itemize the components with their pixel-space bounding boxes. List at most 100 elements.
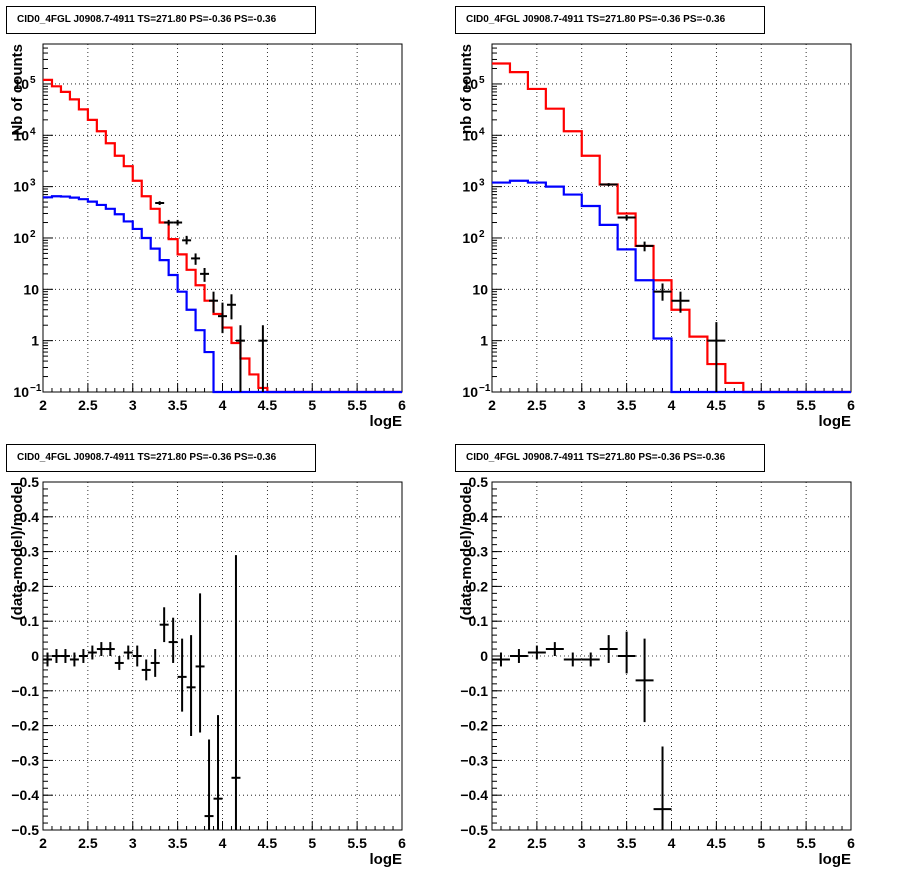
counts-panel-right: CID0_4FGL J0908.7-4911 TS=271.80 PS=-0.3… bbox=[449, 0, 898, 437]
y-tick-label: 0.2 bbox=[469, 578, 489, 594]
counts-panel-left: CID0_4FGL J0908.7-4911 TS=271.80 PS=-0.3… bbox=[0, 0, 449, 437]
x-tick-label: 4 bbox=[668, 397, 676, 413]
y-tick-label: 10 bbox=[13, 127, 29, 143]
x-tick-label: 2.5 bbox=[78, 397, 98, 413]
x-tick-label: 2 bbox=[39, 835, 47, 851]
y-axis-label: (data-model)/model bbox=[458, 482, 475, 620]
x-tick-label: 6 bbox=[398, 397, 406, 413]
x-tick-label: 2.5 bbox=[527, 397, 547, 413]
x-tick-label: 3 bbox=[578, 397, 586, 413]
total-model-histogram bbox=[43, 78, 402, 394]
x-tick-label: 6 bbox=[398, 835, 406, 851]
x-tick-label: 5 bbox=[308, 397, 316, 413]
y-tick-exponent: 3 bbox=[479, 178, 485, 189]
y-tick-label: −0.4 bbox=[460, 787, 488, 803]
y-axis-label: nb of counts bbox=[458, 44, 475, 134]
x-tick-label: 3 bbox=[578, 835, 586, 851]
y-tick-label: 10 bbox=[13, 384, 29, 400]
x-tick-label: 5.5 bbox=[796, 835, 816, 851]
y-tick-exponent: 5 bbox=[479, 75, 485, 86]
y-tick-label: −0.2 bbox=[460, 718, 488, 734]
panel-title: CID0_4FGL J0908.7-4911 TS=271.80 PS=-0.3… bbox=[6, 444, 316, 472]
x-tick-label: 5.5 bbox=[796, 397, 816, 413]
y-tick-label: −0.1 bbox=[460, 683, 488, 699]
residual-plot: 2 2.5 3 3.5 4 4.5 5 5.5 6 −0.5 −0.4 −0.3 −0.2 −0.1 0 0.… bbox=[9, 474, 406, 868]
y-tick-label: 10 bbox=[462, 230, 478, 246]
y-tick-label: 10 bbox=[462, 76, 478, 92]
y-tick-label: 0.4 bbox=[20, 509, 40, 525]
x-tick-label: 5 bbox=[757, 835, 765, 851]
y-tick-label: 10 bbox=[462, 127, 478, 143]
x-tick-label: 5.5 bbox=[347, 835, 367, 851]
y-tick-label: 10 bbox=[472, 281, 488, 297]
panel-title: CID0_4FGL J0908.7-4911 TS=271.80 PS=-0.3… bbox=[6, 6, 316, 34]
panel-title: CID0_4FGL J0908.7-4911 TS=271.80 PS=-0.3… bbox=[455, 444, 765, 472]
y-axis-label: Nb of counts bbox=[9, 44, 26, 136]
component-model-histogram bbox=[492, 179, 851, 394]
y-tick-label: 0.4 bbox=[469, 509, 489, 525]
y-tick-exponent: −1 bbox=[479, 383, 491, 394]
y-tick-exponent: 3 bbox=[30, 178, 36, 189]
x-tick-label: 2.5 bbox=[527, 835, 547, 851]
y-tick-label: −0.5 bbox=[460, 822, 488, 838]
x-tick-label: 2 bbox=[488, 835, 496, 851]
x-tick-label: 2.5 bbox=[78, 835, 98, 851]
y-tick-label: 1 bbox=[31, 333, 39, 349]
residual-panel-left: CID0_4FGL J0908.7-4911 TS=271.80 PS=-0.3… bbox=[0, 438, 449, 875]
component-model-histogram bbox=[43, 195, 402, 394]
y-tick-label: 0.1 bbox=[469, 613, 489, 629]
y-tick-label: 0.5 bbox=[20, 474, 40, 490]
y-tick-label: 0.3 bbox=[20, 544, 40, 560]
y-tick-label: 10 bbox=[13, 76, 29, 92]
x-axis-label: logE bbox=[819, 413, 852, 430]
x-axis-label: logE bbox=[819, 851, 852, 868]
y-tick-exponent: 2 bbox=[479, 229, 485, 240]
x-tick-label: 3.5 bbox=[168, 397, 188, 413]
y-tick-label: −0.1 bbox=[11, 683, 39, 699]
y-tick-label: −0.5 bbox=[11, 822, 39, 838]
y-tick-label: 10 bbox=[462, 384, 478, 400]
x-tick-label: 4 bbox=[219, 397, 227, 413]
x-tick-label: 6 bbox=[847, 835, 855, 851]
x-tick-label: 2 bbox=[39, 397, 47, 413]
y-axis-label: (data-model)/model bbox=[9, 482, 26, 620]
panel-title: CID0_4FGL J0908.7-4911 TS=271.80 PS=-0.3… bbox=[455, 6, 765, 34]
y-tick-label: 0.5 bbox=[469, 474, 489, 490]
x-tick-label: 2 bbox=[488, 397, 496, 413]
x-tick-label: 3 bbox=[129, 835, 137, 851]
y-tick-label: −0.2 bbox=[11, 718, 39, 734]
y-tick-label: −0.4 bbox=[11, 787, 39, 803]
y-tick-label: −0.3 bbox=[11, 752, 39, 768]
x-tick-label: 4.5 bbox=[707, 397, 727, 413]
x-tick-label: 4.5 bbox=[258, 397, 278, 413]
x-tick-label: 6 bbox=[847, 397, 855, 413]
x-tick-label: 4 bbox=[668, 835, 676, 851]
y-tick-label: 0.1 bbox=[20, 613, 40, 629]
y-tick-exponent: 5 bbox=[30, 75, 36, 86]
x-axis-label: logE bbox=[370, 413, 403, 430]
y-tick-label: 0 bbox=[31, 648, 39, 664]
x-tick-label: 3.5 bbox=[617, 835, 637, 851]
x-axis-label: logE bbox=[370, 851, 403, 868]
y-tick-exponent: 2 bbox=[30, 229, 36, 240]
y-tick-label: 0 bbox=[480, 648, 488, 664]
y-tick-label: 10 bbox=[462, 179, 478, 195]
y-tick-exponent: 4 bbox=[30, 126, 36, 137]
y-tick-label: 0.3 bbox=[469, 544, 489, 560]
x-tick-label: 4 bbox=[219, 835, 227, 851]
residual-panel-right: CID0_4FGL J0908.7-4911 TS=271.80 PS=-0.3… bbox=[449, 438, 898, 875]
y-tick-label: −0.3 bbox=[460, 752, 488, 768]
x-tick-label: 5 bbox=[308, 835, 316, 851]
y-tick-label: 1 bbox=[480, 333, 488, 349]
y-tick-exponent: −1 bbox=[30, 383, 42, 394]
y-tick-label: 0.2 bbox=[20, 578, 40, 594]
y-tick-label: 10 bbox=[23, 281, 39, 297]
residual-plot: 2 2.5 3 3.5 4 4.5 5 5.5 6 −0.5 −0.4 −0.3 −0.2 −0.1 0 0.… bbox=[458, 474, 855, 868]
x-tick-label: 5.5 bbox=[347, 397, 367, 413]
x-tick-label: 3 bbox=[129, 397, 137, 413]
y-tick-label: 10 bbox=[13, 179, 29, 195]
x-tick-label: 5 bbox=[757, 397, 765, 413]
y-tick-label: 10 bbox=[13, 230, 29, 246]
